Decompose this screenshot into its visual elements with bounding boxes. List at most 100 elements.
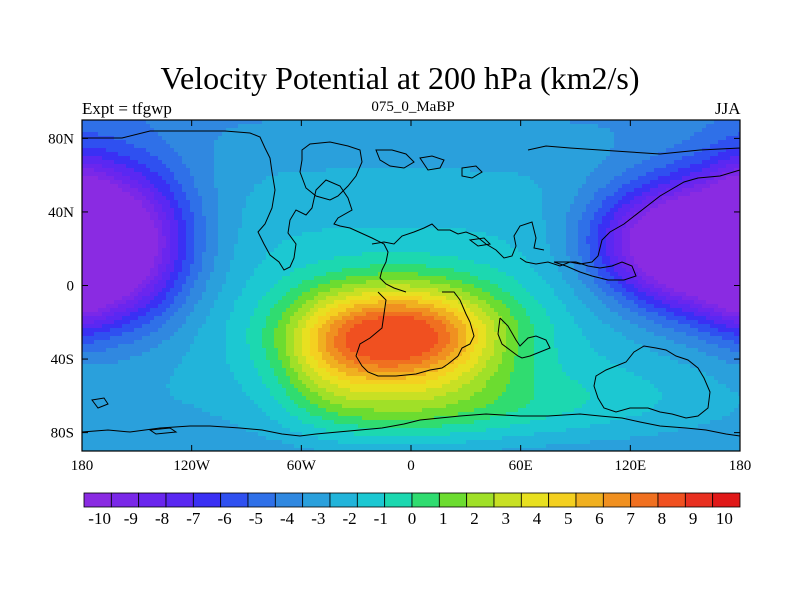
field-cell <box>362 236 367 241</box>
field-cell <box>226 168 231 173</box>
field-cell <box>418 164 423 169</box>
field-cell <box>478 148 483 153</box>
field-cell <box>266 168 271 173</box>
field-cell <box>102 240 107 245</box>
field-cell <box>638 204 643 209</box>
field-cell <box>354 184 359 189</box>
field-cell <box>674 228 679 233</box>
field-cell <box>194 172 199 177</box>
field-cell <box>242 160 247 165</box>
field-cell <box>214 208 219 213</box>
field-cell <box>258 164 263 169</box>
field-cell <box>570 176 575 181</box>
field-cell <box>246 224 251 229</box>
field-cell <box>158 192 163 197</box>
field-cell <box>718 120 723 125</box>
field-cell <box>474 140 479 145</box>
field-cell <box>254 236 259 241</box>
field-cell <box>250 160 255 165</box>
field-cell <box>410 236 415 241</box>
field-cell <box>566 216 571 221</box>
field-cell <box>158 156 163 161</box>
field-cell <box>594 188 599 193</box>
field-cell <box>734 164 739 169</box>
field-cell <box>310 212 315 217</box>
field-cell <box>710 204 715 209</box>
field-cell <box>234 140 239 145</box>
field-cell <box>122 136 127 141</box>
field-cell <box>610 160 615 165</box>
field-cell <box>686 120 691 125</box>
field-cell <box>386 192 391 197</box>
field-cell <box>578 204 583 209</box>
field-cell <box>302 208 307 213</box>
field-cell <box>154 208 159 213</box>
field-cell <box>706 144 711 149</box>
field-cell <box>430 204 435 209</box>
field-cell <box>102 188 107 193</box>
field-cell <box>570 236 575 241</box>
field-cell <box>226 196 231 201</box>
field-cell <box>438 184 443 189</box>
field-cell <box>314 212 319 217</box>
field-cell <box>198 204 203 209</box>
field-cell <box>334 140 339 145</box>
field-cell <box>82 184 87 189</box>
field-cell <box>690 236 695 241</box>
field-cell <box>594 172 599 177</box>
field-cell <box>302 176 307 181</box>
field-cell <box>510 144 515 149</box>
field-cell <box>598 224 603 229</box>
field-cell <box>338 160 343 165</box>
field-cell <box>98 172 103 177</box>
field-cell <box>202 232 207 237</box>
field-cell <box>406 188 411 193</box>
field-cell <box>686 140 691 145</box>
field-cell <box>438 132 443 137</box>
field-cell <box>410 208 415 213</box>
field-cell <box>378 216 383 221</box>
field-cell <box>402 128 407 133</box>
field-cell <box>530 168 535 173</box>
field-cell <box>582 172 587 177</box>
field-cell <box>370 200 375 205</box>
field-cell <box>418 132 423 137</box>
field-cell <box>154 200 159 205</box>
field-cell <box>682 136 687 141</box>
field-cell <box>734 124 739 129</box>
field-cell <box>466 120 471 125</box>
field-cell <box>94 184 99 189</box>
field-cell <box>670 208 675 213</box>
field-cell <box>574 120 579 125</box>
field-cell <box>482 160 487 165</box>
field-cell <box>398 196 403 201</box>
field-cell <box>654 204 659 209</box>
field-cell <box>422 228 427 233</box>
field-cell <box>450 212 455 217</box>
field-cell <box>714 212 719 217</box>
field-cell <box>102 192 107 197</box>
field-cell <box>234 212 239 217</box>
field-cell <box>138 188 143 193</box>
field-cell <box>302 196 307 201</box>
field-cell <box>294 200 299 205</box>
field-cell <box>258 132 263 137</box>
field-cell <box>418 232 423 237</box>
field-cell <box>370 192 375 197</box>
field-cell <box>666 140 671 145</box>
field-cell <box>710 136 715 141</box>
field-cell <box>622 192 627 197</box>
field-cell <box>502 216 507 221</box>
field-cell <box>670 156 675 161</box>
field-cell <box>250 216 255 221</box>
field-cell <box>642 160 647 165</box>
field-cell <box>470 144 475 149</box>
field-cell <box>302 200 307 205</box>
field-cell <box>570 144 575 149</box>
field-cell <box>110 228 115 233</box>
field-cell <box>322 188 327 193</box>
field-cell <box>290 204 295 209</box>
field-cell <box>130 160 135 165</box>
field-cell <box>718 216 723 221</box>
field-cell <box>86 144 91 149</box>
